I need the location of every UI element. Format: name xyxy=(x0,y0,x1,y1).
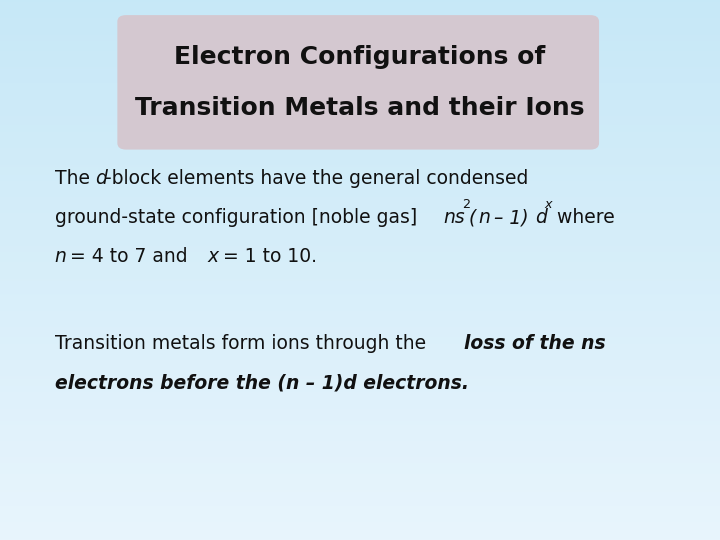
Text: d: d xyxy=(535,208,546,227)
Text: = 1 to 10.: = 1 to 10. xyxy=(217,247,317,266)
Text: 2: 2 xyxy=(462,198,470,211)
Text: electrons before the (n – 1)d electrons.: electrons before the (n – 1)d electrons. xyxy=(55,374,469,393)
Text: Transition Metals and their Ions: Transition Metals and their Ions xyxy=(135,96,585,120)
Text: -block elements have the general condensed: -block elements have the general condens… xyxy=(105,168,528,187)
Text: where: where xyxy=(551,208,614,227)
Text: – 1): – 1) xyxy=(488,208,528,227)
Text: ground-state configuration [noble gas]: ground-state configuration [noble gas] xyxy=(55,208,417,227)
Text: x: x xyxy=(544,198,552,211)
Text: x: x xyxy=(207,247,218,266)
Text: n: n xyxy=(55,247,66,266)
Text: (: ( xyxy=(469,208,477,227)
FancyBboxPatch shape xyxy=(117,15,599,150)
Text: n: n xyxy=(478,208,490,227)
Text: = 4 to 7 and: = 4 to 7 and xyxy=(64,247,194,266)
Text: Transition metals form ions through the: Transition metals form ions through the xyxy=(55,334,432,353)
Text: d: d xyxy=(96,168,107,187)
Text: Electron Configurations of: Electron Configurations of xyxy=(174,45,546,69)
Text: ns: ns xyxy=(444,208,465,227)
Text: The: The xyxy=(55,168,96,187)
Text: loss of the ns: loss of the ns xyxy=(464,334,606,353)
